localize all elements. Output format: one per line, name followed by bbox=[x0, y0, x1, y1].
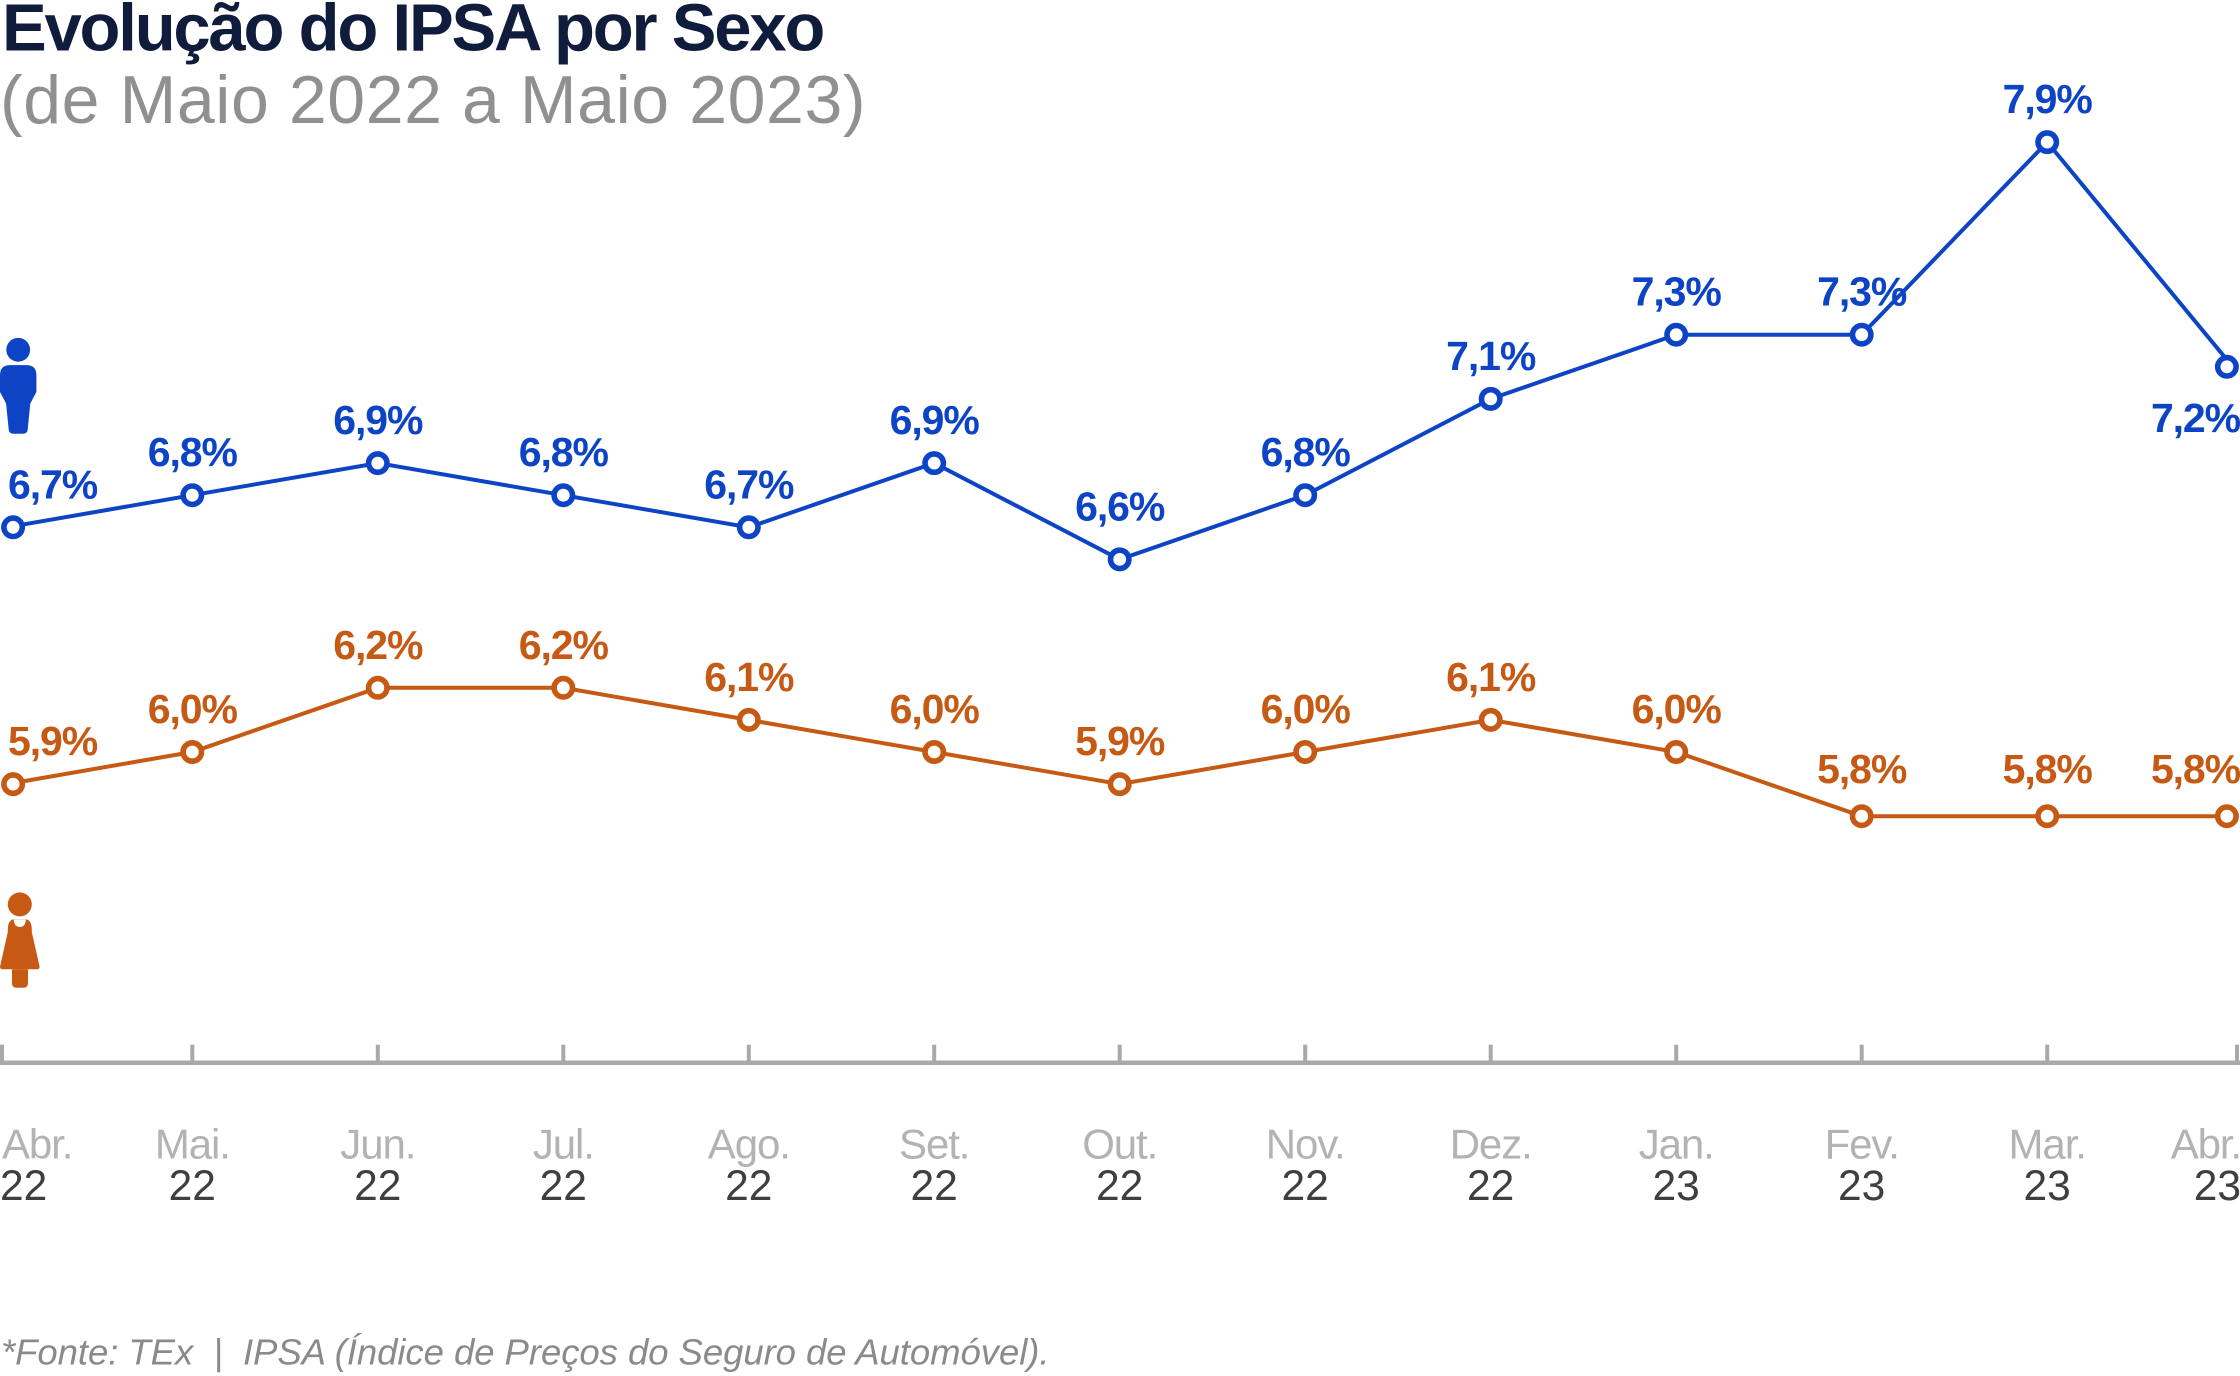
svg-text:Abr.: Abr. bbox=[2, 1121, 72, 1168]
svg-text:Jul.: Jul. bbox=[533, 1121, 594, 1168]
svg-text:23: 23 bbox=[1838, 1163, 1885, 1210]
svg-text:5,8%: 5,8% bbox=[1817, 746, 1907, 792]
svg-text:(de Maio 2022 a Maio 2023): (de Maio 2022 a Maio 2023) bbox=[0, 62, 866, 138]
svg-text:*Fonte: TEx | IPSA (Índice d: *Fonte: TEx | IPSA (Índice de Preços do … bbox=[1, 1331, 1049, 1372]
svg-text:6,0%: 6,0% bbox=[1261, 686, 1351, 732]
svg-text:Evolução do IPSA por Sexo: Evolução do IPSA por Sexo bbox=[2, 0, 823, 66]
svg-text:23: 23 bbox=[2194, 1163, 2240, 1210]
svg-text:22: 22 bbox=[1282, 1163, 1329, 1210]
svg-text:6,0%: 6,0% bbox=[890, 686, 980, 732]
svg-text:Mar.: Mar. bbox=[2009, 1121, 2086, 1168]
svg-text:Mai.: Mai. bbox=[155, 1121, 230, 1168]
svg-text:22: 22 bbox=[725, 1163, 772, 1210]
svg-text:Jun.: Jun. bbox=[340, 1121, 415, 1168]
svg-text:6,8%: 6,8% bbox=[1261, 429, 1351, 475]
svg-text:6,1%: 6,1% bbox=[704, 654, 794, 700]
svg-text:6,9%: 6,9% bbox=[333, 397, 423, 443]
svg-text:6,1%: 6,1% bbox=[1446, 654, 1536, 700]
svg-text:6,9%: 6,9% bbox=[890, 397, 980, 443]
svg-text:6,0%: 6,0% bbox=[1632, 686, 1722, 732]
svg-text:Set.: Set. bbox=[899, 1121, 969, 1168]
svg-text:Fev.: Fev. bbox=[1825, 1121, 1899, 1168]
svg-text:22: 22 bbox=[1467, 1163, 1514, 1210]
svg-text:Dez.: Dez. bbox=[1450, 1121, 1532, 1168]
svg-text:6,8%: 6,8% bbox=[148, 429, 238, 475]
svg-text:22: 22 bbox=[169, 1163, 216, 1210]
svg-text:5,8%: 5,8% bbox=[2003, 746, 2093, 792]
svg-text:6,7%: 6,7% bbox=[704, 461, 794, 507]
svg-text:23: 23 bbox=[1653, 1163, 1700, 1210]
svg-text:22: 22 bbox=[0, 1163, 47, 1210]
svg-text:Ago.: Ago. bbox=[708, 1121, 790, 1168]
svg-text:Abr.: Abr. bbox=[2171, 1121, 2240, 1168]
svg-text:5,8%: 5,8% bbox=[2151, 746, 2240, 792]
svg-text:22: 22 bbox=[911, 1163, 958, 1210]
svg-text:7,3%: 7,3% bbox=[1632, 269, 1722, 315]
svg-text:Nov.: Nov. bbox=[1266, 1121, 1345, 1168]
svg-text:6,0%: 6,0% bbox=[148, 686, 238, 732]
svg-text:22: 22 bbox=[1096, 1163, 1143, 1210]
svg-text:22: 22 bbox=[540, 1163, 587, 1210]
svg-text:Jan.: Jan. bbox=[1639, 1121, 1714, 1168]
svg-text:Out.: Out. bbox=[1082, 1121, 1157, 1168]
svg-text:7,1%: 7,1% bbox=[1446, 333, 1536, 379]
svg-text:6,2%: 6,2% bbox=[519, 622, 609, 668]
svg-text:7,2%: 7,2% bbox=[2151, 395, 2240, 441]
svg-text:6,6%: 6,6% bbox=[1075, 484, 1165, 530]
svg-text:6,2%: 6,2% bbox=[333, 622, 423, 668]
svg-text:7,3%: 7,3% bbox=[1817, 269, 1907, 315]
svg-text:5,9%: 5,9% bbox=[8, 718, 98, 764]
svg-text:23: 23 bbox=[2024, 1163, 2071, 1210]
svg-text:6,7%: 6,7% bbox=[8, 461, 98, 507]
svg-text:6,8%: 6,8% bbox=[519, 429, 609, 475]
svg-text:22: 22 bbox=[354, 1163, 401, 1210]
svg-text:7,9%: 7,9% bbox=[2003, 76, 2093, 122]
svg-text:5,9%: 5,9% bbox=[1075, 718, 1165, 764]
